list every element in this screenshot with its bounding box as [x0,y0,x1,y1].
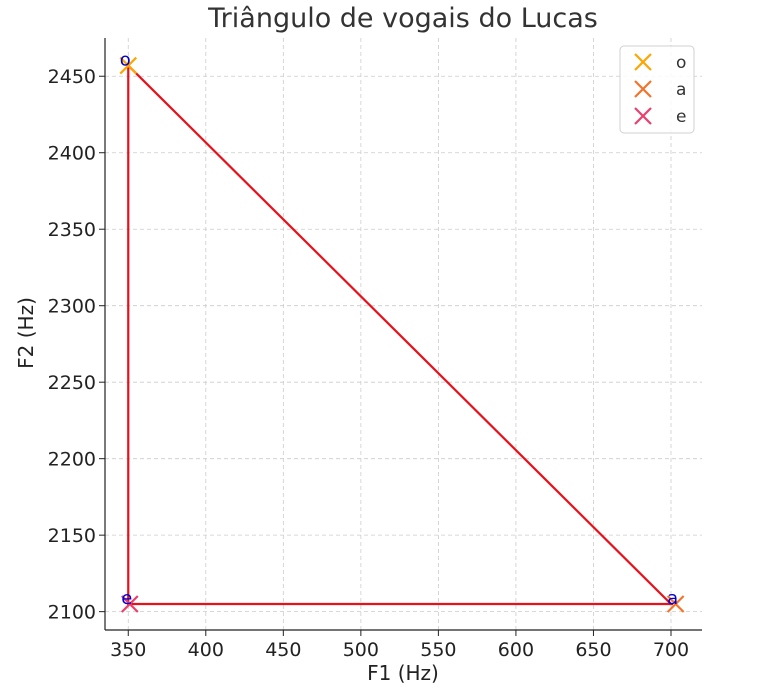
legend-label-o: o [676,53,686,73]
marker-a [666,595,685,613]
vowel-annotations: o a e [120,50,678,609]
y-tick-label: 2300 [48,296,96,318]
legend: oae [619,45,695,134]
marker-stroke [634,107,652,125]
x-axis-title: F1 (Hz) [367,661,439,685]
tick-labels: 350 400 450 500 550 600 650 700 2100 2150 2200 2250… [48,66,689,661]
marker-o [119,56,138,75]
chart-title: Triângulo de vogais do Lucas [207,3,598,34]
x-tick-label: 600 [498,639,534,661]
legend-marker-a [634,80,652,98]
x-tick-label: 350 [110,639,146,661]
annotation-e: e [121,588,132,609]
x-tick-label: 700 [653,639,689,661]
legend-marker-e [634,107,652,125]
vowel-triangle [127,64,674,606]
y-tick-label: 2400 [48,143,96,165]
x-tick-label: 500 [343,639,379,661]
legend-label-a: a [676,80,686,100]
y-tick-label: 2200 [48,449,96,471]
x-tick-label: 650 [575,639,611,661]
y-tick-label: 2250 [48,372,96,394]
x-tick-label: 550 [420,639,456,661]
marker-stroke [121,595,139,613]
marker-stroke [634,80,652,98]
y-tick-label: 2350 [48,219,96,241]
axes [104,38,702,631]
vowel-markers [119,56,685,613]
grid [105,38,702,630]
y-axis-title: F2 (Hz) [14,297,38,369]
annotation-a: a [667,588,678,609]
marker-e [121,595,139,613]
y-tick-label: 2100 [48,602,96,624]
x-tick-label: 450 [265,639,301,661]
legend-label-e: e [676,107,686,127]
marker-stroke [119,56,138,75]
marker-stroke [634,53,652,71]
y-tick-label: 2450 [48,66,96,88]
triangle-outline [127,64,674,606]
annotation-o: o [120,50,131,71]
legend-marker-o [634,53,652,71]
y-tick-label: 2150 [48,525,96,547]
marker-stroke [666,595,685,613]
x-tick-label: 400 [188,639,224,661]
